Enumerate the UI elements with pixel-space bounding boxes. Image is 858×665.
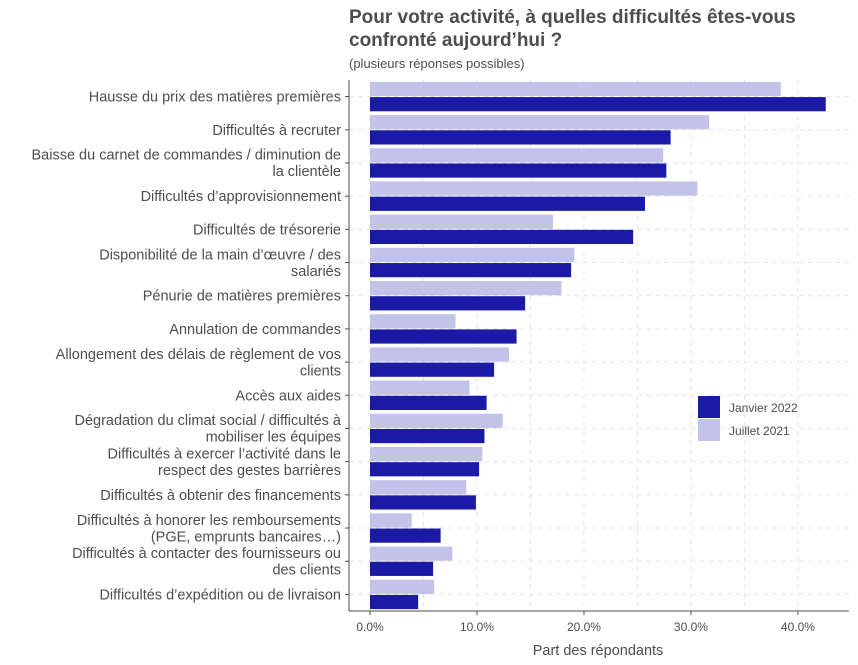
y-tick-label-line: Difficultés à recruter [212, 123, 341, 139]
bar-juillet-2021 [370, 413, 503, 428]
y-tick-label-line: Difficultés à exercer l’activité dans le [108, 446, 341, 462]
y-tick-label-line: Difficultés d’expédition ou de livraison [99, 587, 341, 603]
bar-juillet-2021 [370, 281, 562, 296]
chart-title: Pour votre activité, à quelles difficult… [349, 7, 796, 51]
y-tick-label: Dégradation du climat social / difficult… [74, 413, 341, 446]
y-tick-label-line: Allongement des délais de règlement de v… [56, 347, 341, 363]
y-tick-label: Difficultés d’expédition ou de livraison [99, 587, 341, 603]
bar-janvier-2022 [370, 495, 476, 510]
x-axis: 0.0% 10.0% 20.0% 30.0% 40.0% [348, 80, 849, 634]
y-tick-label: Difficultés à exercer l’activité dans le… [108, 446, 341, 479]
bar-janvier-2022 [370, 163, 667, 178]
bar-juillet-2021 [370, 446, 483, 462]
y-tick-label: Accès aux aides [235, 388, 341, 404]
y-tick-label: Baisse du carnet de commandes / diminuti… [31, 148, 341, 181]
y-axis-labels: Hausse du prix des matières premières Dif… [31, 90, 349, 603]
bar-janvier-2022 [370, 561, 434, 576]
y-tick-label-line: Annulation de commandes [169, 322, 341, 338]
y-tick-label: Difficultés d’approvisionnement [141, 189, 341, 205]
y-tick-label: Hausse du prix des matières premières [89, 90, 341, 106]
y-tick-label-line: clients [300, 363, 341, 379]
x-tick-label: 0.0% [356, 620, 384, 634]
y-tick-label-line: Baisse du carnet de commandes / diminuti… [31, 148, 341, 164]
y-tick-label-line: Difficultés d’approvisionnement [141, 189, 341, 205]
bar-janvier-2022 [370, 594, 419, 610]
x-axis-title: Part des répondants [533, 643, 664, 659]
bar-juillet-2021 [370, 546, 453, 561]
y-tick-label-line: Difficultés à honorer les remboursements [77, 513, 341, 529]
y-tick-label: Difficultés à obtenir des financements [100, 488, 341, 504]
bar-janvier-2022 [370, 296, 526, 311]
y-tick-label-line: Difficultés de trésorerie [193, 222, 341, 238]
bar-janvier-2022 [370, 462, 480, 477]
y-tick-label-line: Disponibilité de la main d’œuvre / des [99, 247, 341, 263]
bar-janvier-2022 [370, 395, 487, 410]
y-tick-label-line: Pénurie de matières premières [143, 289, 341, 305]
bar-juillet-2021 [370, 247, 575, 263]
bar-juillet-2021 [370, 148, 664, 163]
y-tick-label-line: (PGE, emprunts bancaires…) [151, 529, 341, 545]
legend-label: Janvier 2022 [729, 401, 798, 415]
bar-janvier-2022 [370, 329, 517, 344]
y-tick-label: Difficultés à honorer les remboursements… [77, 513, 341, 546]
bar-janvier-2022 [370, 263, 572, 278]
legend: Janvier 2022 Juillet 2021 [698, 396, 798, 441]
x-tick-label: 20.0% [567, 620, 601, 634]
x-tick-label: 40.0% [781, 620, 815, 634]
bar-janvier-2022 [370, 196, 645, 211]
bar-juillet-2021 [370, 81, 781, 97]
bar-janvier-2022 [370, 528, 441, 543]
bar-juillet-2021 [370, 214, 553, 229]
y-tick-label-line: Accès aux aides [235, 388, 341, 404]
bar-janvier-2022 [370, 362, 495, 377]
y-tick-label: Annulation de commandes [169, 322, 341, 338]
x-tick-label: 10.0% [460, 620, 494, 634]
bar-juillet-2021 [370, 380, 470, 395]
y-tick-label: Difficultés à recruter [212, 123, 341, 139]
y-tick-label: Allongement des délais de règlement de v… [56, 347, 341, 380]
bar-juillet-2021 [370, 181, 698, 196]
y-tick-label-line: mobiliser les équipes [206, 430, 341, 446]
y-tick-label-line: des clients [272, 562, 341, 578]
y-tick-label-line: salariés [291, 264, 341, 280]
y-tick-label-line: respect des gestes barrières [158, 463, 341, 479]
y-tick-label: Pénurie de matières premières [143, 289, 341, 305]
x-tick-label: 30.0% [674, 620, 708, 634]
legend-label: Juillet 2021 [729, 424, 790, 438]
y-tick-label-line: Hausse du prix des matières premières [89, 90, 341, 106]
bar-juillet-2021 [370, 579, 435, 594]
y-tick-label: Difficultés de trésorerie [193, 222, 341, 238]
bar-juillet-2021 [370, 480, 467, 495]
legend-swatch [698, 396, 720, 418]
y-tick-label-line: la clientèle [272, 164, 341, 180]
y-tick-label-line: Difficultés à contacter des fournisseurs… [72, 546, 341, 562]
bar-janvier-2022 [370, 229, 634, 245]
y-tick-label-line: Difficultés à obtenir des financements [100, 488, 341, 504]
y-tick-label: Disponibilité de la main d’œuvre / des sa… [99, 247, 341, 280]
chart-subtitle: (plusieurs réponses possibles) [349, 56, 525, 71]
legend-swatch [698, 419, 720, 441]
bar-janvier-2022 [370, 97, 826, 112]
y-tick-label: Difficultés à contacter des fournisseurs… [72, 546, 341, 579]
grid-lines [349, 80, 849, 611]
y-tick-label-line: Dégradation du climat social / difficult… [74, 413, 341, 429]
bar-juillet-2021 [370, 513, 412, 528]
bar-group [370, 81, 826, 610]
bar-janvier-2022 [370, 428, 485, 444]
bar-janvier-2022 [370, 130, 671, 145]
bar-juillet-2021 [370, 115, 710, 130]
bar-juillet-2021 [370, 347, 510, 362]
bar-juillet-2021 [370, 314, 456, 329]
